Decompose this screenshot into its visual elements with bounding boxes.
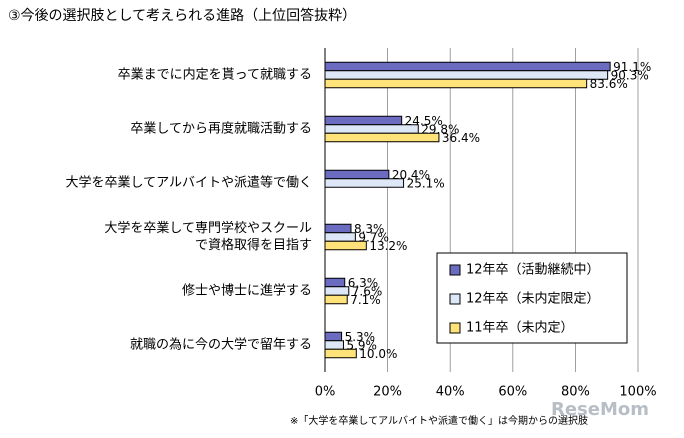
y-tick-label: 就職の為に今の大学で留年する xyxy=(129,337,312,353)
x-tick-label: 40% xyxy=(436,385,465,400)
value-label: 83.6% xyxy=(590,77,628,91)
legend-swatch xyxy=(449,322,461,334)
y-tick-label: 卒業してから再度就職活動する xyxy=(130,121,312,137)
y-tick-label: 大学を卒業して専門学校やスクール で資格取得を目指す xyxy=(104,221,312,253)
bar xyxy=(324,169,390,180)
bar xyxy=(324,340,344,350)
bar xyxy=(324,178,405,188)
y-tick-label: 修士や博士に進学する xyxy=(181,283,312,299)
chart-title: ③今後の選択肢として考えられる進路（上位回答抜粋） xyxy=(8,7,356,24)
bar xyxy=(324,348,357,359)
bar xyxy=(324,132,440,143)
value-label: 36.4% xyxy=(442,131,480,145)
footnote: ※「大学を卒業してアルバイトや派遣で働く」は今期からの選択肢 xyxy=(290,414,588,427)
value-label: 6.3% xyxy=(348,276,379,290)
value-label: 8.3% xyxy=(354,222,385,236)
x-tick-label: 0% xyxy=(315,385,336,400)
x-tick-label: 80% xyxy=(561,385,590,400)
legend-swatch xyxy=(449,264,461,276)
bar xyxy=(324,78,588,89)
bar xyxy=(324,223,352,234)
legend-label: 12年卒（活動継続中） xyxy=(466,263,600,278)
x-tick-label: 100% xyxy=(619,385,656,400)
y-tick-label: 大学を卒業してアルバイトや派遣等で働く xyxy=(65,175,312,191)
bar xyxy=(324,115,403,126)
value-label: 10.0% xyxy=(359,347,397,361)
bar xyxy=(324,232,356,242)
bar xyxy=(324,70,609,80)
bar xyxy=(324,124,419,134)
value-label: 5.3% xyxy=(345,330,376,344)
y-tick-label: 卒業までに内定を貰って就職する xyxy=(117,67,312,83)
bar xyxy=(324,277,346,288)
legend-label: 11年卒（未内定） xyxy=(466,320,574,336)
legend-box xyxy=(436,252,628,344)
x-tick-label: 20% xyxy=(373,385,402,400)
legend-swatch xyxy=(449,293,461,305)
value-label: 91.1% xyxy=(613,60,651,74)
bar xyxy=(324,294,348,305)
value-label: 25.1% xyxy=(407,177,445,191)
watermark: ReseMom xyxy=(551,399,649,420)
value-label: 13.2% xyxy=(369,239,407,253)
value-label: 7.6% xyxy=(352,285,383,299)
bar xyxy=(324,286,350,296)
value-label: 90.3% xyxy=(611,69,649,83)
legend-label: 12年卒（未内定限定） xyxy=(466,291,600,307)
bar xyxy=(324,240,367,251)
x-tick-label: 60% xyxy=(498,385,527,400)
bar xyxy=(324,331,343,342)
value-label: 7.1% xyxy=(350,293,381,307)
bar xyxy=(324,61,611,72)
